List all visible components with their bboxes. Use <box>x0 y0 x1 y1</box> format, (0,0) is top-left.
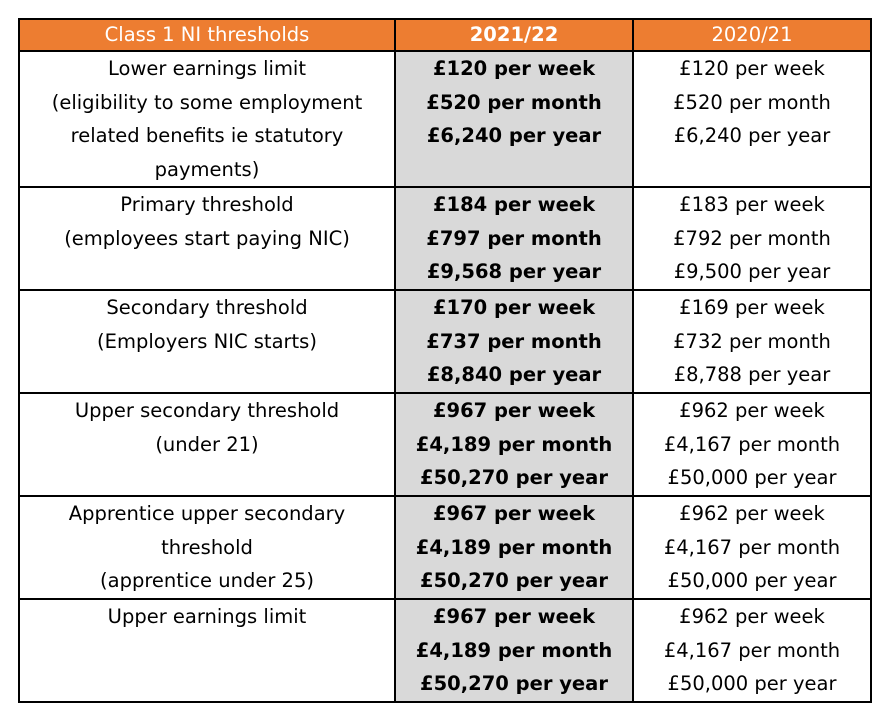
weekly-value: £962 per week <box>679 502 825 525</box>
threshold-label-cell: Upper secondary threshold (under 21) <box>18 392 396 497</box>
threshold-description: payments) <box>154 157 260 181</box>
threshold-description: related benefits ie statutory <box>70 124 344 147</box>
weekly-value: £183 per week <box>679 193 825 216</box>
table-row-upper-secondary-threshold: Upper secondary threshold (under 21) £96… <box>18 392 872 497</box>
table-row-apprentice-upper-secondary-threshold: Apprentice upper secondary threshold (ap… <box>18 495 872 600</box>
weekly-value: £184 per week <box>432 193 596 216</box>
yearly-value: £6,240 per year <box>426 124 602 147</box>
monthly-value: £4,189 per month <box>415 535 613 559</box>
threshold-label: Apprentice upper secondary <box>68 502 346 525</box>
threshold-label-cell: Apprentice upper secondary threshold (ap… <box>18 495 396 600</box>
monthly-value: £4,167 per month <box>663 432 841 456</box>
yearly-value: £50,000 per year <box>667 569 837 592</box>
table-row-primary-threshold: Primary threshold (employees start payin… <box>18 186 872 291</box>
yearly-value: £50,000 per year <box>667 466 837 489</box>
value-2020-21-cell: £183 per week £792 per month £9,500 per … <box>632 186 872 291</box>
monthly-value: £520 per month <box>673 90 831 114</box>
header-2020-21: 2020/21 <box>632 18 872 52</box>
yearly-value: £50,270 per year <box>420 466 608 489</box>
value-2020-21-cell: £120 per week £520 per month £6,240 per … <box>632 50 872 188</box>
threshold-label-cell: Secondary threshold (Employers NIC start… <box>18 289 396 394</box>
yearly-value: £6,240 per year <box>673 124 831 147</box>
threshold-label: Secondary threshold <box>106 296 308 319</box>
threshold-label: Upper earnings limit <box>107 605 307 628</box>
header-thresholds: Class 1 NI thresholds <box>18 18 396 52</box>
yearly-value: £8,788 per year <box>673 363 831 386</box>
weekly-value: £967 per week <box>432 502 596 525</box>
header-row: Class 1 NI thresholds 2021/22 2020/21 <box>18 18 872 52</box>
table-row-lower-earnings-limit: Lower earnings limit (eligibility to som… <box>18 50 872 188</box>
monthly-value: £4,189 per month <box>415 638 613 662</box>
value-2020-21-cell: £962 per week £4,167 per month £50,000 p… <box>632 495 872 600</box>
table-row-secondary-threshold: Secondary threshold (Employers NIC start… <box>18 289 872 394</box>
header-2021-22: 2021/22 <box>394 18 634 52</box>
threshold-label: threshold <box>161 535 253 559</box>
threshold-label: Upper secondary threshold <box>74 399 340 422</box>
weekly-value: £962 per week <box>679 399 825 422</box>
weekly-value: £170 per week <box>432 296 596 319</box>
weekly-value: £120 per week <box>432 57 596 80</box>
table-row-upper-earnings-limit: Upper earnings limit £967 per week £4,18… <box>18 598 872 703</box>
threshold-label-cell: Upper earnings limit <box>18 598 396 703</box>
value-2021-22-cell: £184 per week £797 per month £9,568 per … <box>394 186 634 291</box>
weekly-value: £967 per week <box>432 399 596 422</box>
monthly-value: £520 per month <box>426 90 602 114</box>
threshold-description: (apprentice under 25) <box>100 569 314 592</box>
threshold-description: (Employers NIC starts) <box>97 329 317 353</box>
monthly-value: £4,167 per month <box>663 638 841 662</box>
yearly-value: £8,840 per year <box>426 363 602 386</box>
value-2020-21-cell: £962 per week £4,167 per month £50,000 p… <box>632 392 872 497</box>
weekly-value: £120 per week <box>679 57 825 80</box>
value-2021-22-cell: £170 per week £737 per month £8,840 per … <box>394 289 634 394</box>
threshold-description: (under 21) <box>155 432 259 456</box>
threshold-label: Primary threshold <box>120 193 294 216</box>
threshold-label-cell: Lower earnings limit (eligibility to som… <box>18 50 396 188</box>
yearly-value: £50,000 per year <box>667 672 837 695</box>
monthly-value: £797 per month <box>426 226 602 250</box>
monthly-value: £4,189 per month <box>415 432 613 456</box>
value-2020-21-cell: £169 per week £732 per month £8,788 per … <box>632 289 872 394</box>
yearly-value: £9,568 per year <box>426 260 602 283</box>
threshold-description: (eligibility to some employment <box>51 90 363 114</box>
value-2021-22-cell: £120 per week £520 per month £6,240 per … <box>394 50 634 188</box>
threshold-label-cell: Primary threshold (employees start payin… <box>18 186 396 291</box>
value-2021-22-cell: £967 per week £4,189 per month £50,270 p… <box>394 598 634 703</box>
weekly-value: £962 per week <box>679 605 825 628</box>
monthly-value: £4,167 per month <box>663 535 841 559</box>
value-2021-22-cell: £967 per week £4,189 per month £50,270 p… <box>394 392 634 497</box>
yearly-value: £50,270 per year <box>420 672 608 695</box>
threshold-description: (employees start paying NIC) <box>64 226 350 250</box>
threshold-label: Lower earnings limit <box>108 57 306 80</box>
monthly-value: £737 per month <box>426 329 602 353</box>
value-2021-22-cell: £967 per week £4,189 per month £50,270 p… <box>394 495 634 600</box>
yearly-value: £50,270 per year <box>420 569 608 592</box>
yearly-value: £9,500 per year <box>673 260 831 283</box>
ni-thresholds-table: Class 1 NI thresholds 2021/22 2020/21 Lo… <box>18 18 872 703</box>
monthly-value: £732 per month <box>673 329 831 353</box>
monthly-value: £792 per month <box>673 226 831 250</box>
weekly-value: £169 per week <box>679 296 825 319</box>
weekly-value: £967 per week <box>432 605 596 628</box>
value-2020-21-cell: £962 per week £4,167 per month £50,000 p… <box>632 598 872 703</box>
